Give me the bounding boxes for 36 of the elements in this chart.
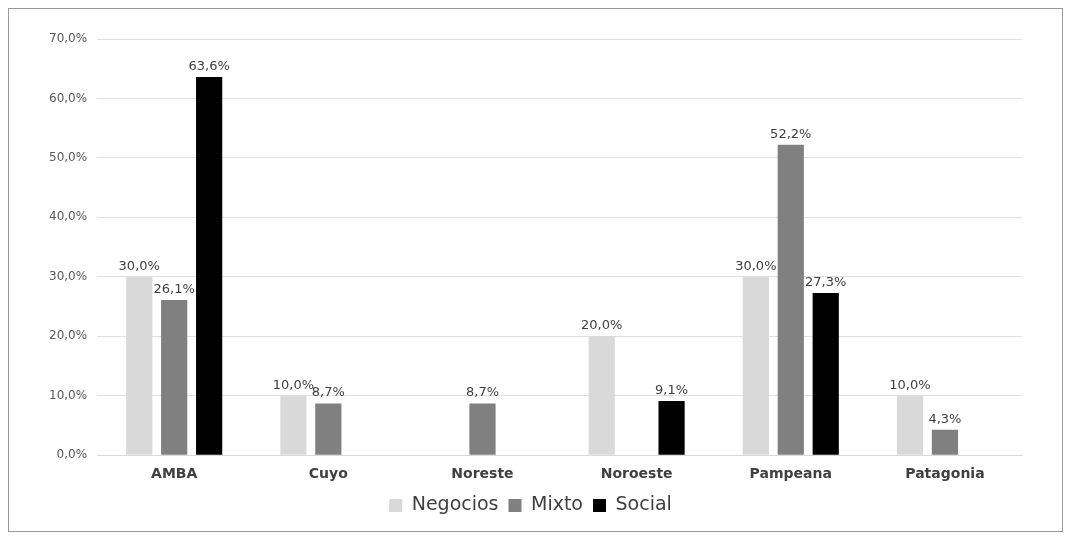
legend-label: Mixto (531, 492, 584, 515)
bar (777, 144, 804, 455)
data-label: 10,0% (889, 376, 931, 392)
data-label: 30,0% (735, 257, 777, 273)
data-label: 20,0% (581, 317, 623, 333)
bar (931, 429, 959, 455)
data-label: 9,1% (655, 381, 689, 397)
bar (315, 403, 342, 455)
x-tick-label: Patagonia (905, 465, 985, 482)
data-label: 30,0% (118, 257, 160, 273)
data-label: 26,1% (153, 280, 195, 296)
legend-label: Social (615, 492, 672, 515)
y-tick-label: 20,0% (49, 328, 88, 343)
y-tick-label: 40,0% (49, 209, 88, 224)
data-label: 27,3% (805, 273, 847, 289)
y-tick-label: 0,0% (56, 447, 88, 462)
y-tick-label: 60,0% (49, 90, 88, 105)
y-tick-label: 30,0% (49, 268, 88, 283)
data-label: 4,3% (928, 410, 962, 426)
y-tick-label: 70,0% (49, 31, 88, 46)
bar (812, 292, 839, 455)
legend-label: Negocios (411, 492, 499, 515)
x-tick-label: Pampeana (749, 465, 832, 482)
bar (161, 300, 188, 455)
data-label: 63,6% (188, 57, 230, 73)
x-tick-label: Cuyo (308, 465, 349, 482)
bar (196, 77, 223, 455)
x-tick-label: Noreste (451, 465, 514, 482)
data-label: 8,7% (465, 384, 499, 400)
bar (469, 403, 496, 455)
x-tick-label: AMBA (151, 465, 198, 482)
data-label: 52,2% (770, 125, 812, 141)
y-tick-label: 10,0% (49, 387, 88, 402)
x-tick-label: Noroeste (600, 465, 673, 482)
bar (658, 401, 685, 455)
y-tick-label: 50,0% (49, 150, 88, 165)
